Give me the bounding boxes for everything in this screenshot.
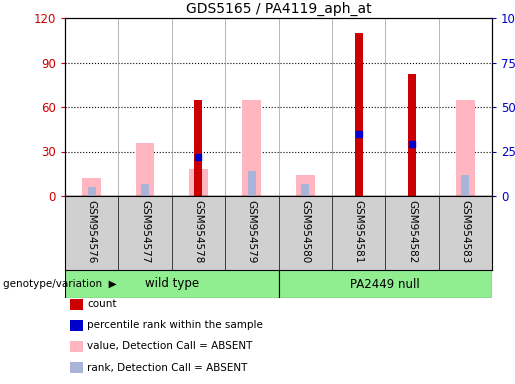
Text: value, Detection Call = ABSENT: value, Detection Call = ABSENT xyxy=(87,341,252,351)
Text: count: count xyxy=(87,299,116,309)
Text: genotype/variation  ▶: genotype/variation ▶ xyxy=(3,279,116,289)
Bar xyxy=(301,184,309,196)
Bar xyxy=(354,33,363,196)
Bar xyxy=(279,270,492,298)
Point xyxy=(354,131,363,137)
Text: GSM954579: GSM954579 xyxy=(247,200,257,263)
Text: percentile rank within the sample: percentile rank within the sample xyxy=(87,320,263,330)
Text: GSM954578: GSM954578 xyxy=(194,200,203,263)
Bar xyxy=(136,142,154,196)
Bar xyxy=(456,100,475,196)
Bar xyxy=(296,175,315,196)
Title: GDS5165 / PA4119_aph_at: GDS5165 / PA4119_aph_at xyxy=(186,2,371,16)
Bar xyxy=(461,175,469,196)
Text: GSM954576: GSM954576 xyxy=(87,200,97,263)
Bar xyxy=(65,270,279,298)
Text: GSM954581: GSM954581 xyxy=(354,200,364,263)
Bar xyxy=(248,171,256,196)
Bar xyxy=(243,100,261,196)
Bar xyxy=(141,184,149,196)
Text: GSM954577: GSM954577 xyxy=(140,200,150,263)
Text: GSM954580: GSM954580 xyxy=(300,200,310,263)
Bar xyxy=(195,99,202,196)
Bar xyxy=(189,169,208,196)
Bar xyxy=(408,74,416,196)
Bar xyxy=(88,187,96,196)
Text: GSM954583: GSM954583 xyxy=(460,200,470,263)
Text: rank, Detection Call = ABSENT: rank, Detection Call = ABSENT xyxy=(87,362,247,372)
Point xyxy=(408,141,416,147)
Bar xyxy=(82,178,101,196)
Point xyxy=(194,154,202,160)
Text: PA2449 null: PA2449 null xyxy=(350,278,420,291)
Text: wild type: wild type xyxy=(145,278,199,291)
Text: GSM954582: GSM954582 xyxy=(407,200,417,263)
